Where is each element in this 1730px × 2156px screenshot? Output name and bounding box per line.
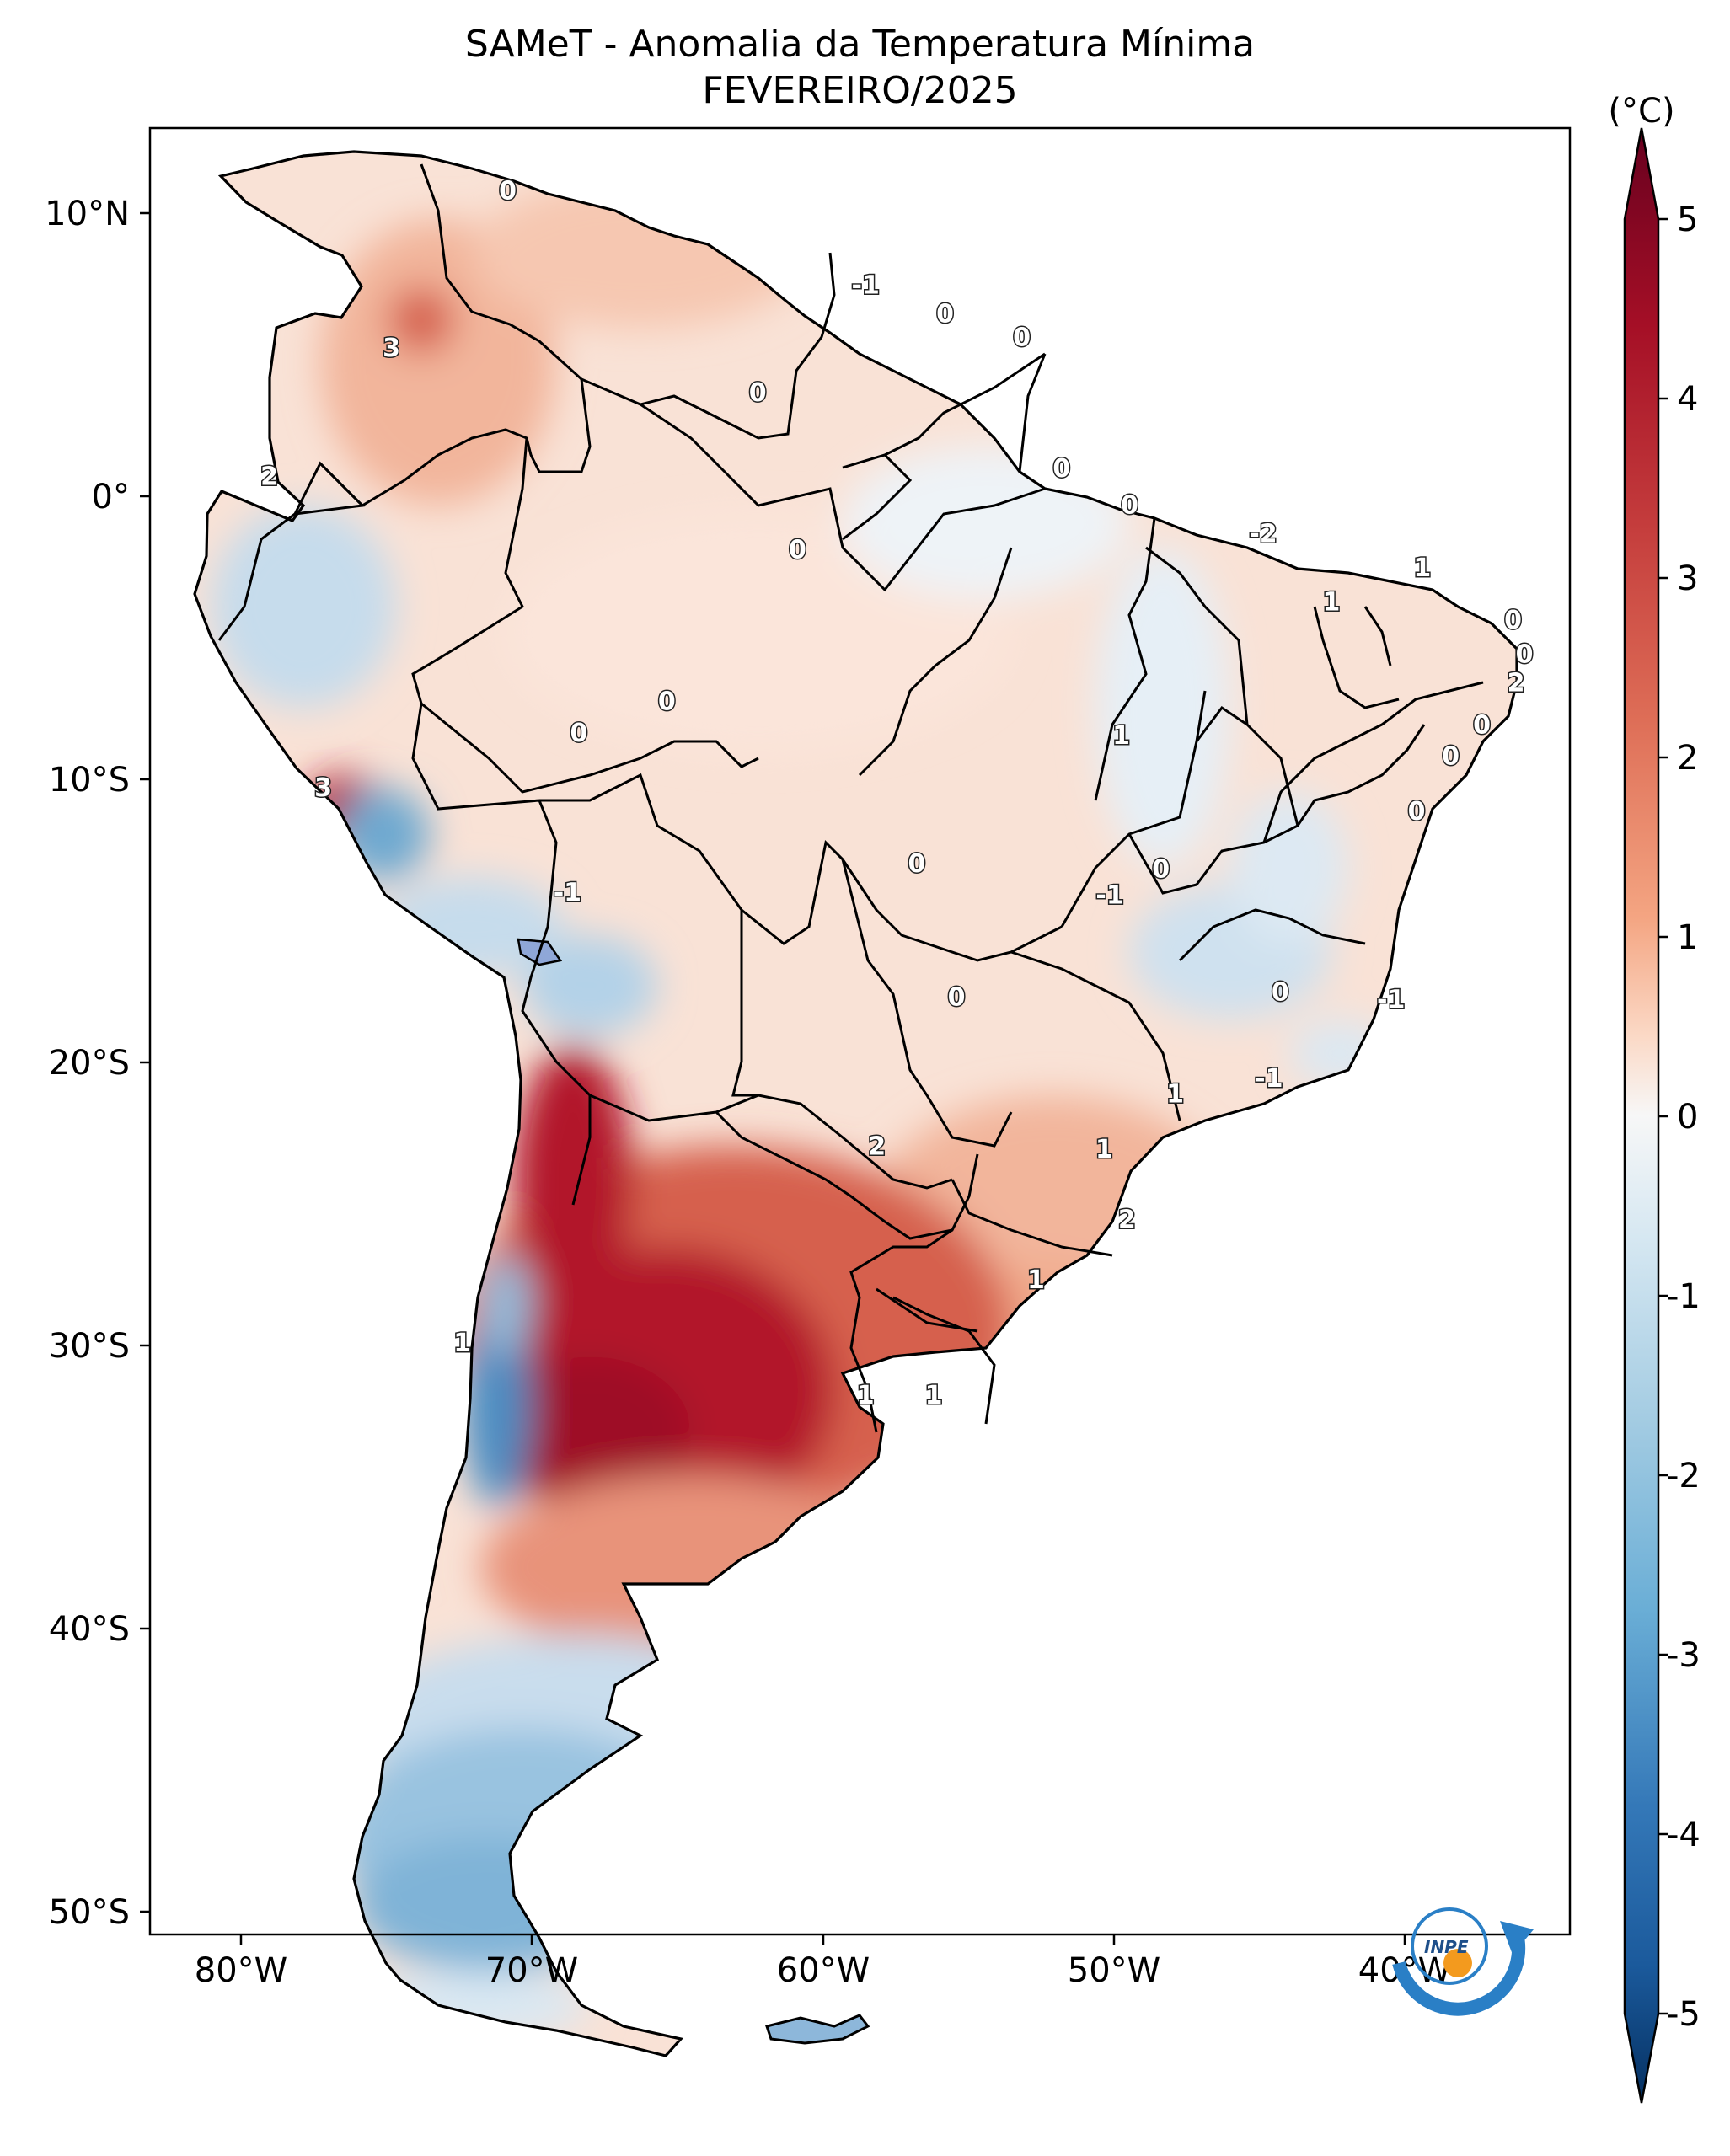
colorbar-tick-label: -2: [1667, 1457, 1701, 1495]
contour-label: 0: [749, 378, 767, 408]
contour-label: 3: [383, 334, 400, 363]
contour-label: 0: [570, 719, 587, 748]
x-tick-label: 60°W: [777, 1951, 870, 1990]
map-border: [148, 126, 1572, 1936]
contour-label: 3: [314, 773, 332, 803]
contour-label: 0: [1473, 711, 1491, 741]
contour-label: 0: [1152, 854, 1170, 884]
colorbar: (°C) 5 4 3 2 1 0 -1 -2 -3 -4 -5: [1608, 92, 1701, 2104]
y-tick-label: 50°S: [49, 1893, 130, 1932]
contour-label: 2: [868, 1132, 886, 1162]
political-borders: [217, 163, 1484, 1433]
contour-label: 1: [1413, 554, 1431, 583]
contour-label: 1: [1322, 587, 1340, 617]
contour-label: 0: [936, 300, 954, 329]
colorbar-tick-label: 1: [1677, 918, 1698, 957]
contour-label: 0: [1052, 454, 1070, 484]
contour-label: -2: [1249, 520, 1277, 549]
contour-label: 0: [1504, 606, 1522, 635]
contour-label: 0: [1516, 640, 1534, 670]
colorbar-tick-label: 3: [1677, 559, 1698, 598]
contour-label: 0: [1121, 490, 1138, 520]
contour-label: 0: [789, 535, 806, 564]
contour-label: 0: [499, 177, 517, 206]
colorbar-tick-label: -3: [1667, 1636, 1701, 1675]
contour-label: -1: [852, 270, 880, 300]
colorbar-tick-label: 0: [1677, 1098, 1698, 1137]
contour-label: 1: [453, 1329, 471, 1358]
contour-label: 0: [1442, 742, 1460, 772]
contour-label: -1: [1377, 986, 1405, 1015]
contour-label: 1: [925, 1381, 943, 1410]
contour-label: 1: [1095, 1135, 1113, 1164]
contour-label: -1: [1095, 880, 1123, 910]
colorbar-body: [1623, 127, 1660, 2104]
contour-label: 0: [658, 687, 676, 717]
contour-label: -1: [1255, 1064, 1283, 1094]
colorbar-tick-label: 2: [1677, 739, 1698, 778]
map-subtitle: FEVEREIRO/2025: [702, 69, 1018, 112]
contour-label: 1: [1112, 721, 1130, 751]
axis-ticks: [140, 211, 1406, 1945]
colorbar-tick-label: 5: [1677, 201, 1698, 239]
colorbar-tick-label: 4: [1677, 380, 1698, 419]
logo-text: INPE: [1424, 1937, 1469, 1957]
y-tick-label: 30°S: [49, 1327, 130, 1366]
contour-label: 0: [1013, 324, 1031, 353]
contour-label: 0: [908, 849, 925, 879]
y-tick-label: 20°S: [49, 1044, 130, 1083]
contour-label: 2: [260, 462, 278, 491]
colorbar-tick-label: -4: [1667, 1816, 1701, 1854]
falklands-islands: [765, 2014, 870, 2045]
contour-label: 0: [1408, 797, 1426, 827]
x-tick-label: 80°W: [195, 1951, 287, 1990]
colorbar-tick-label: -5: [1667, 1995, 1701, 2034]
y-tick-label: 0°: [92, 478, 130, 516]
colorbar-tick-label: -1: [1667, 1277, 1701, 1316]
y-tick-label: 10°S: [49, 761, 130, 800]
inpe-logo: INPE: [1392, 1907, 1534, 2016]
contour-label: 0: [1272, 977, 1289, 1007]
contour-label: 1: [857, 1381, 875, 1410]
contour-label: 1: [1166, 1080, 1184, 1110]
y-tick-label: 40°S: [49, 1610, 130, 1649]
x-tick-label: 70°W: [485, 1951, 578, 1990]
map-title: SAMeT - Anomalia da Temperatura Mínima: [464, 23, 1256, 66]
contour-label: 1: [1027, 1265, 1045, 1295]
contour-label: -1: [554, 878, 581, 907]
colorbar-unit-label: (°C): [1608, 92, 1674, 131]
contour-label: 2: [1118, 1206, 1136, 1235]
y-tick-label: 10°N: [45, 195, 130, 233]
contour-label: 0: [948, 983, 966, 1013]
x-tick-label: 50°W: [1068, 1951, 1160, 1990]
contour-label: 2: [1508, 669, 1525, 698]
